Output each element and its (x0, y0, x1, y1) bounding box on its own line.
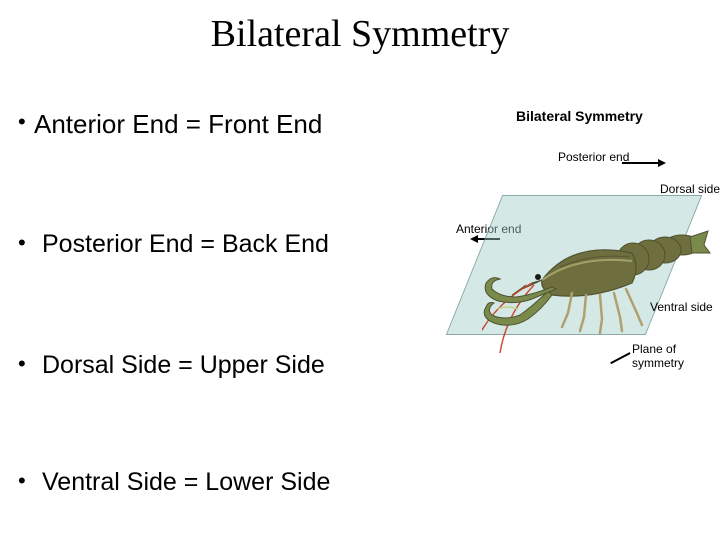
bullet-text: Ventral Side = Lower Side (34, 467, 330, 498)
crayfish-icon (482, 205, 712, 355)
bullet-text: Anterior End = Front End (34, 108, 322, 141)
list-item: • Posterior End = Back End (16, 229, 446, 260)
bilateral-symmetry-figure: Bilateral Symmetry Posterior end Dorsal … (452, 100, 720, 400)
plane-of-symmetry-label: Plane of symmetry (632, 342, 684, 371)
dorsal-label: Dorsal side (660, 182, 720, 196)
list-item: • Anterior End = Front End (16, 108, 446, 141)
anterior-arrow-head-icon (470, 235, 478, 243)
posterior-arrow-line (622, 162, 660, 164)
crayfish-eye (535, 274, 541, 280)
bullet-dot-icon: • (16, 467, 34, 496)
bullet-dot-icon: • (16, 229, 34, 258)
bullet-text: Dorsal Side = Upper Side (34, 350, 325, 381)
list-item: • Dorsal Side = Upper Side (16, 350, 446, 381)
bullet-list: • Anterior End = Front End • Posterior E… (16, 108, 446, 498)
plane-label-line1: Plane of (632, 342, 676, 356)
posterior-label: Posterior end (558, 150, 629, 164)
plane-label-line2: symmetry (632, 356, 684, 370)
bullet-dot-icon: • (16, 350, 34, 379)
bullet-text: Posterior End = Back End (34, 229, 329, 260)
bullet-dot-icon: • (16, 108, 34, 137)
ventral-label: Ventral side (650, 300, 713, 314)
list-item: • Ventral Side = Lower Side (16, 467, 446, 498)
figure-title: Bilateral Symmetry (516, 108, 643, 124)
page-title: Bilateral Symmetry (0, 0, 720, 56)
posterior-arrow-head-icon (658, 159, 666, 167)
